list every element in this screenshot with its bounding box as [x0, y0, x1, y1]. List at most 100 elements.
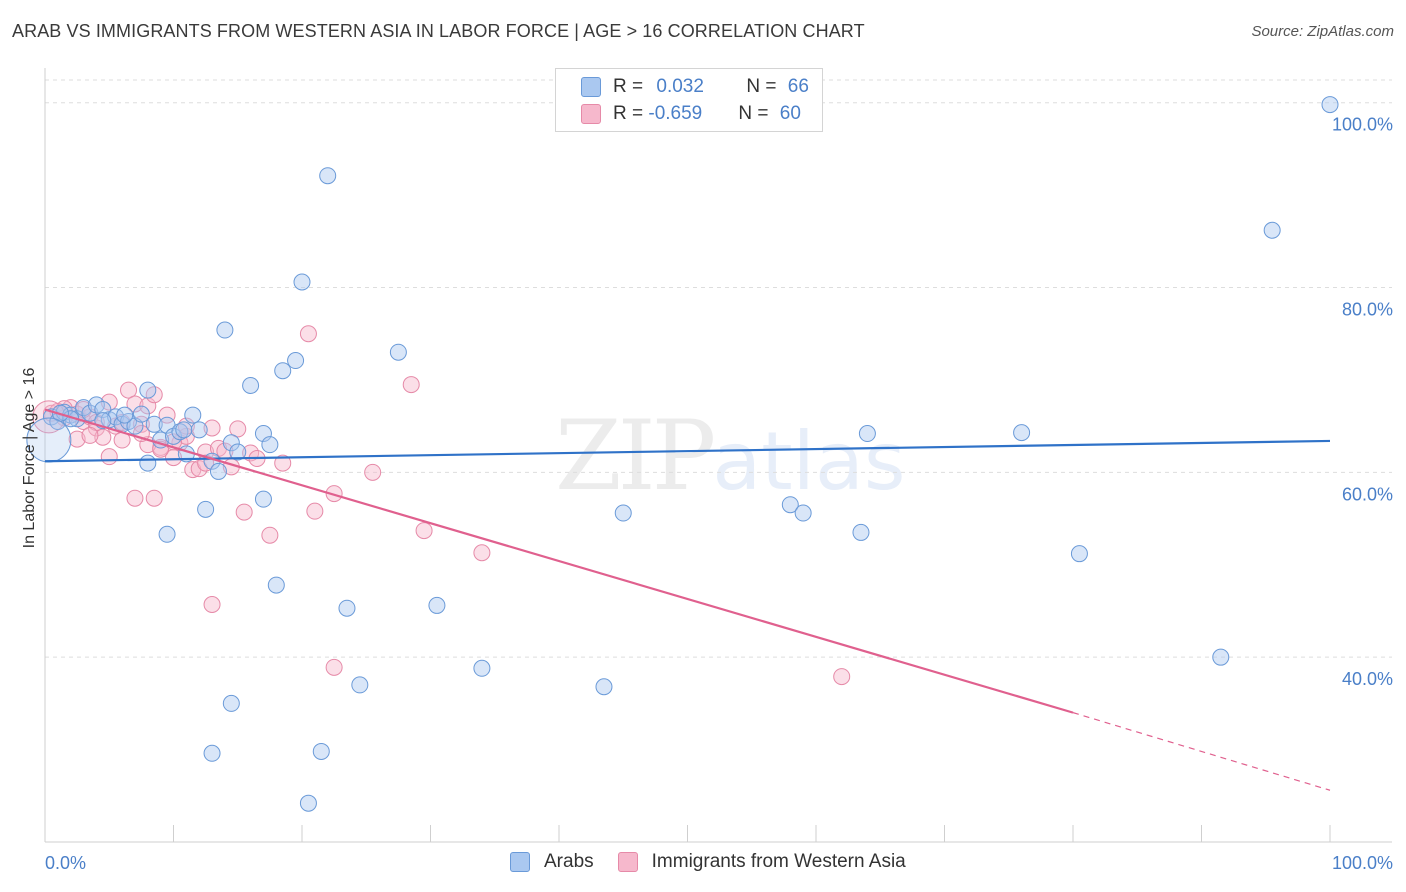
arabs-point: [222, 434, 240, 452]
x-tick-label-min: 0.0%: [45, 853, 86, 873]
immigrants-point: [235, 503, 253, 521]
arabs-point: [1070, 545, 1088, 563]
arabs-point: [222, 694, 240, 712]
arabs-point: [1212, 648, 1230, 666]
arabs-point: [184, 406, 202, 424]
arabs-point: [254, 490, 272, 508]
immigrants-r-value: -0.659: [648, 103, 703, 124]
immigrants-swatch: [581, 104, 601, 124]
immigrants-trend-line: [44, 408, 1074, 714]
y-tick-label: 100.0%: [1332, 115, 1393, 135]
arabs-point: [614, 504, 632, 522]
arabs-point: [293, 273, 311, 291]
legend-immigrants-swatch: [617, 852, 638, 872]
legend-immigrants-label: Immigrants from Western Asia: [651, 851, 906, 872]
arabs-point: [242, 376, 260, 394]
immigrants-n-value: 60: [779, 103, 801, 124]
immigrants-point: [94, 428, 112, 446]
immigrants-point: [203, 419, 221, 437]
immigrants-point: [473, 544, 491, 562]
arabs-point: [781, 496, 799, 514]
immigrants-point: [299, 325, 317, 343]
arabs-point: [254, 425, 272, 443]
arabs-point: [274, 362, 292, 380]
legend-row-immigrants: R = -0.659 N = 60: [581, 102, 801, 126]
immigrants-point: [120, 381, 138, 399]
zipatlas-watermark: ZIPatlas: [555, 400, 906, 512]
immigrants-point: [68, 430, 86, 448]
arabs-point: [203, 744, 221, 762]
immigrants-point: [415, 522, 433, 540]
immigrants-points: [32, 325, 851, 686]
arabs-point: [1263, 221, 1281, 239]
arabs-point: [595, 678, 613, 696]
immigrants-point: [126, 489, 144, 507]
immigrants-point: [126, 395, 144, 413]
immigrants-point: [325, 485, 343, 503]
arabs-point: [216, 321, 234, 339]
x-tick-label-max: 100.0%: [1332, 853, 1393, 873]
axes: [44, 68, 1392, 843]
arabs-point: [312, 742, 330, 760]
arabs-point: [858, 425, 876, 443]
arabs-point: [139, 454, 157, 472]
arabs-point: [116, 406, 134, 424]
immigrants-point: [306, 502, 324, 520]
arabs-point: [473, 659, 491, 677]
immigrants-point: [100, 448, 118, 466]
immigrants-point: [229, 420, 247, 438]
trend-lines: [44, 408, 1331, 791]
immigrants-point: [261, 526, 279, 544]
y-tick-label: 60.0%: [1342, 484, 1393, 504]
arabs-point: [1013, 424, 1031, 442]
watermark-zip: ZIP: [555, 400, 716, 512]
arabs-point: [351, 676, 369, 694]
arabs-point: [319, 167, 337, 185]
arabs-point: [145, 415, 163, 433]
arabs-point: [287, 352, 305, 370]
arabs-point: [338, 599, 356, 617]
arabs-point: [428, 596, 446, 614]
immigrants-point: [402, 376, 420, 394]
arabs-trend-line: [44, 439, 1331, 463]
arabs-point: [267, 576, 285, 594]
immigrants-point: [274, 454, 292, 472]
y-axis-label: In Labor Force | Age > 16: [21, 368, 38, 549]
arabs-point: [175, 421, 193, 439]
grid-lines: [45, 79, 1392, 658]
immigrants-point: [158, 406, 176, 424]
immigrants-point: [203, 596, 221, 614]
arabs-r-value: 0.032: [656, 76, 704, 97]
correlation-legend: R = 0.032 N = 66 R = -0.659 N = 60: [555, 68, 823, 132]
immigrants-point: [132, 415, 150, 433]
legend-item-immigrants: Immigrants from Western Asia: [617, 851, 906, 873]
arabs-point: [209, 462, 227, 480]
immigrants-n-label: N =: [738, 103, 774, 124]
arabs-point: [158, 525, 176, 543]
arabs-swatch: [581, 77, 601, 97]
arabs-point: [852, 523, 870, 541]
legend-item-arabs: Arabs: [510, 851, 594, 873]
immigrants-point: [833, 668, 851, 686]
arabs-point: [389, 343, 407, 361]
arabs-n-label: N =: [746, 76, 782, 97]
watermark-atlas: atlas: [712, 415, 906, 508]
arabs-point: [794, 504, 812, 522]
arabs-n-value: 66: [787, 76, 809, 97]
immigrants-point: [364, 463, 382, 481]
legend-row-arabs: R = 0.032 N = 66: [581, 75, 809, 99]
arabs-point: [1321, 96, 1339, 114]
chart-source: Source: ZipAtlas.com: [1251, 23, 1394, 40]
legend-arabs-swatch: [510, 852, 530, 872]
legend-arabs-label: Arabs: [544, 851, 594, 872]
immigrants-point: [145, 489, 163, 507]
arabs-point: [132, 405, 150, 423]
y-tick-label: 40.0%: [1342, 669, 1393, 689]
y-tick-label: 80.0%: [1342, 300, 1393, 320]
immigrants-r-label: R =: [613, 103, 649, 124]
immigrants-trend-extension: [1072, 712, 1331, 791]
arabs-point: [229, 443, 247, 461]
arabs-point: [261, 436, 279, 454]
arabs-point: [197, 500, 215, 518]
